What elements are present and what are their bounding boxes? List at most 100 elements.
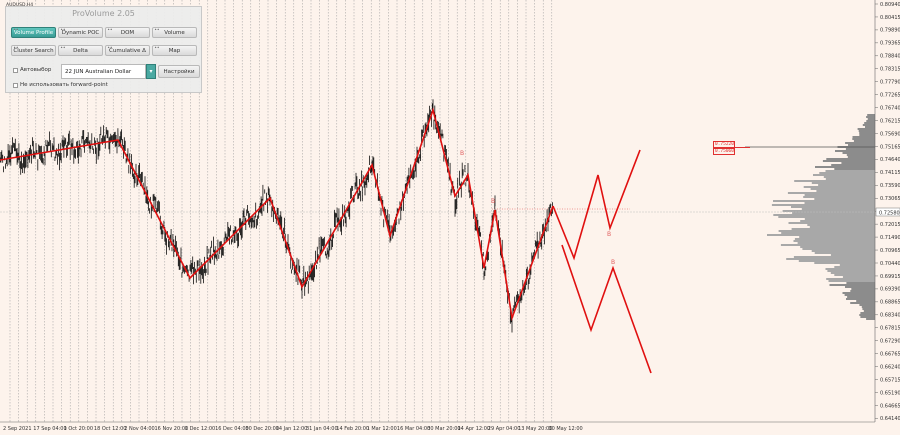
price-label: 0.65715 [880, 377, 900, 383]
profile-bar [807, 224, 875, 226]
profile-bar [846, 154, 875, 156]
profile-bar [865, 126, 875, 128]
delta-button[interactable]: ∙∙ Delta [58, 45, 103, 56]
cumulative-delta-button[interactable]: ∙∙ Cumulative Δ [105, 45, 150, 56]
profile-bar [815, 166, 875, 168]
profile-bar [862, 308, 875, 310]
time-label: 16 Nov 20:00 [155, 426, 189, 432]
price-label: 0.66240 [880, 364, 900, 370]
profile-bar [825, 268, 875, 270]
mark-b-4: B [611, 259, 615, 266]
price-label: 0.68340 [880, 313, 900, 319]
provolume-panel[interactable]: ProVolume 2.05 ∙∙ Volume Profile ∙∙ Dyna… [5, 6, 202, 93]
profile-bar [834, 168, 875, 170]
profile-bar [798, 260, 875, 262]
price-label: 0.79890 [880, 28, 900, 34]
profile-bar [825, 170, 875, 172]
time-label: 31 Jan 04:00 [306, 426, 338, 432]
boxed-price-1-text: 0.75220 [715, 142, 734, 147]
price-label: 0.79365 [880, 41, 900, 47]
time-axis-labels: 2 Sep 2021 17 Sep 04:001 Oct 20:00 18 Oct … [3, 426, 583, 432]
profile-bar [862, 124, 875, 126]
price-label: 0.77265 [880, 92, 900, 98]
price-label: 0.76215 [880, 118, 900, 124]
profile-bar [845, 148, 875, 150]
forward-point-checkbox[interactable] [13, 83, 18, 88]
button-dots-icon: ∙∙ [107, 45, 113, 51]
price-label: 0.74115 [880, 170, 900, 176]
dom-button[interactable]: ∙∙ DOM [105, 27, 150, 38]
settings-button[interactable]: Настройки [158, 65, 200, 78]
profile-bar [845, 142, 875, 144]
profile-bar [841, 162, 875, 164]
profile-bar [773, 214, 875, 216]
chevron-down-icon[interactable]: ▾ [146, 64, 156, 79]
symbol-select[interactable]: 22 JUN Australian Dollar [61, 64, 146, 79]
time-label: 29 Apr 04:00 [488, 426, 521, 432]
symbol-title: AUDUSD,H4 [6, 3, 33, 8]
mark-b-2: B [491, 198, 495, 205]
profile-bar [842, 276, 875, 278]
time-label: 14 Feb 20:00 [336, 426, 369, 432]
price-label: 0.78315 [880, 67, 900, 73]
boxed-price-2: 0.75060 [713, 148, 735, 155]
profile-bar [778, 216, 875, 218]
profile-bar [793, 240, 875, 242]
price-label: 0.72015 [880, 222, 900, 228]
boxed-price-2-text: 0.75060 [715, 149, 734, 154]
profile-bar [826, 278, 875, 280]
price-label: 0.73590 [880, 183, 900, 189]
profile-bar [799, 236, 875, 238]
volume-profile [745, 114, 875, 320]
time-label: 1 Mar 12:00 [367, 426, 397, 432]
map-button-label: Map [168, 48, 181, 54]
button-dots-icon: ∙∙ [154, 45, 160, 51]
profile-bar [803, 196, 875, 198]
price-label: 0.75690 [880, 131, 900, 137]
profile-bar [797, 242, 875, 244]
map-button[interactable]: ∙∙ Map [152, 45, 197, 56]
profile-bar [860, 312, 875, 314]
auto-select-checkbox[interactable] [13, 68, 18, 73]
button-dots-icon: ∙∙ [60, 45, 66, 51]
profile-bar [839, 264, 875, 266]
dom-button-label: DOM [120, 30, 135, 36]
profile-bar [825, 178, 875, 180]
profile-bar [794, 238, 875, 240]
dynamic-poc-button[interactable]: ∙∙ Dynamic POC [58, 27, 103, 38]
price-label: 0.65190 [880, 390, 900, 396]
time-label: 30 May 12:00 [548, 426, 582, 432]
time-label: 14 Jan 12:00 [276, 426, 308, 432]
profile-bar [811, 182, 875, 184]
profile-bar [794, 180, 875, 182]
time-label: 17 Sep 04:00 [33, 426, 66, 432]
profile-bar [778, 230, 875, 232]
time-label: 30 Mar 20:00 [427, 426, 460, 432]
profile-bar [814, 198, 875, 200]
volume-button-label: Volume [164, 30, 185, 36]
profile-bar [852, 136, 875, 138]
price-label: 0.69390 [880, 287, 900, 293]
profile-bar [834, 274, 875, 276]
cluster-search-button[interactable]: ∙∙ Cluster Search [11, 45, 56, 56]
price-label: 0.70440 [880, 261, 900, 267]
price-label: 0.67290 [880, 339, 900, 345]
profile-bar [866, 116, 875, 118]
profile-bar [848, 144, 875, 146]
profile-bar [860, 316, 875, 318]
price-label: 0.77790 [880, 80, 900, 86]
profile-bar [845, 286, 875, 288]
profile-bar [804, 202, 875, 204]
profile-bar [801, 208, 875, 210]
profile-bar [828, 280, 875, 282]
profile-bar [788, 222, 875, 224]
profile-bar [859, 314, 875, 316]
volume-profile-button[interactable]: ∙∙ Volume Profile [11, 27, 56, 38]
profile-bar [800, 220, 875, 222]
volume-button[interactable]: ∙∙ Volume [152, 27, 197, 38]
mark-b-1: B [460, 150, 464, 157]
profile-bar [856, 300, 875, 302]
profile-bar [851, 288, 875, 290]
profile-bar [767, 234, 875, 236]
button-dots-icon: ∙∙ [13, 27, 19, 33]
